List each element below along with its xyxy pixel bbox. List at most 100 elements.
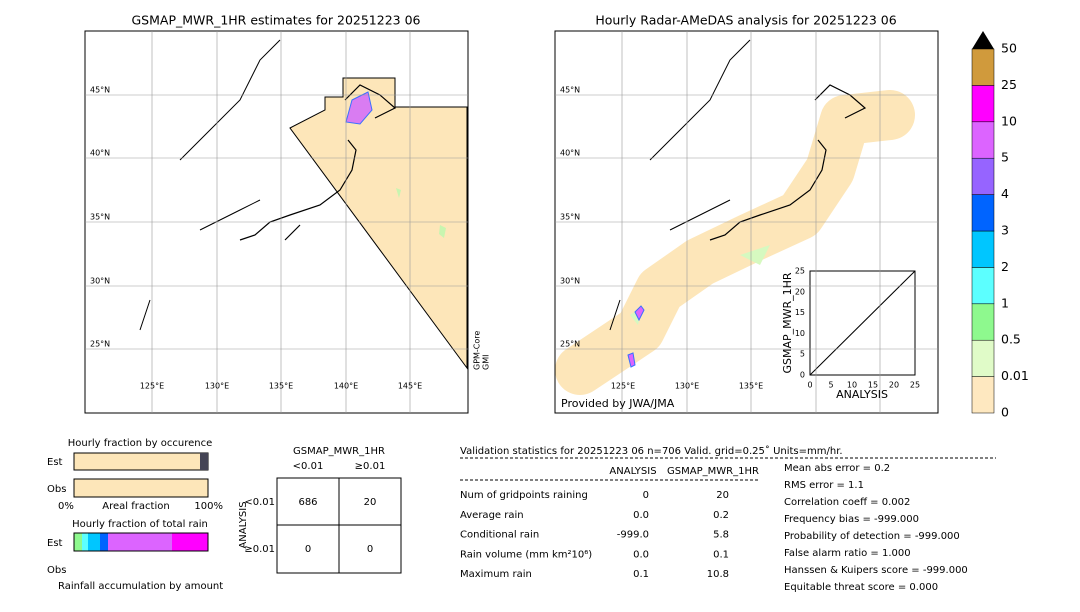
- score: Frequency bias = -999.000: [784, 514, 919, 525]
- colorbar-label: 10: [1001, 113, 1017, 128]
- fraction-bar: [88, 533, 100, 551]
- lat-label: 40°N: [90, 149, 110, 158]
- lat-label: 25°N: [90, 340, 110, 349]
- stat-value: 0.1: [633, 569, 649, 580]
- row-label: Est: [47, 538, 63, 549]
- stat-label: Maximum rain: [460, 569, 532, 580]
- colorbar-segment: [971, 48, 995, 86]
- fraction-bar: [200, 453, 208, 470]
- colorbar-label: 25: [1001, 77, 1017, 92]
- score: Equitable threat score = 0.000: [784, 582, 938, 593]
- fraction-bar: [74, 533, 82, 551]
- right-map: [554, 30, 939, 414]
- map-title: Hourly Radar-AMeDAS analysis for 2025122…: [595, 13, 896, 28]
- stat-value: 0.0: [633, 549, 649, 560]
- lon-label: 145°E: [398, 382, 422, 391]
- fraction-bar: [100, 533, 108, 551]
- lon-label: 125°E: [611, 382, 635, 391]
- colorbar-segment: [971, 85, 995, 123]
- lon-label: 135°E: [739, 382, 763, 391]
- lat-label: 30°N: [560, 277, 580, 286]
- side-label: GMI: [482, 355, 491, 370]
- axis-label: GSMAP_MWR_1HR: [781, 272, 794, 373]
- coastline: [609, 39, 751, 331]
- y-tick-label: 10: [795, 329, 805, 338]
- axis-label: ANALYSIS: [836, 388, 888, 401]
- stat-value: -999.0: [617, 530, 649, 541]
- x-tick-label: 0: [807, 381, 812, 390]
- colorbar-extend: [972, 31, 994, 49]
- score: Probability of detection = -999.000: [784, 531, 960, 542]
- stat-value: 20: [716, 490, 729, 501]
- colorbar-label: 0.5: [1001, 332, 1021, 347]
- colorbar-segment: [971, 121, 995, 159]
- score: Mean abs error = 0.2: [784, 463, 890, 474]
- x-tick-label: 5: [828, 381, 833, 390]
- column-label: ≥0.01: [355, 461, 386, 472]
- row-label: <0.01: [244, 497, 275, 508]
- stat-label: Conditional rain: [460, 530, 539, 541]
- fraction-bar: [172, 533, 208, 551]
- axis-label: 0%: [58, 501, 74, 512]
- colorbar-segment: [971, 267, 995, 305]
- score: Hanssen & Kuipers score = -999.000: [784, 565, 968, 576]
- side-label: GPM-Core: [473, 331, 482, 370]
- stat-value: 0.1: [713, 549, 729, 560]
- credit: Provided by JWA/JMA: [561, 397, 675, 410]
- lon-label: 140°E: [334, 382, 358, 391]
- stat-value: 0.2: [713, 510, 729, 521]
- rain-area: [396, 188, 446, 238]
- lat-label: 25°N: [560, 340, 580, 349]
- stat-label: Num of gridpoints raining: [460, 490, 588, 501]
- score: RMS error = 1.1: [784, 480, 864, 491]
- row-label: Obs: [47, 484, 66, 495]
- x-tick-label: 25: [910, 381, 920, 390]
- x-tick-label: 20: [889, 381, 899, 390]
- y-tick-label: 15: [795, 308, 805, 317]
- contingency-table: [276, 477, 402, 574]
- rain-area: [345, 91, 373, 125]
- cell: 0: [305, 544, 311, 555]
- colorbar-label: 3: [1001, 223, 1009, 238]
- panel-footer: Rainfall accumulation by amount: [58, 581, 223, 592]
- stat-value: 0: [643, 490, 649, 501]
- lat-label: 35°N: [560, 213, 580, 222]
- stat-value: 5.8: [713, 530, 729, 541]
- row-label: Est: [47, 457, 63, 468]
- colorbar-segment: [971, 194, 995, 232]
- cell: 686: [298, 497, 317, 508]
- lat-label: 45°N: [560, 86, 580, 95]
- table-title: GSMAP_MWR_1HR: [293, 446, 385, 457]
- y-tick-label: 20: [795, 287, 805, 296]
- fraction-bar: [108, 533, 172, 551]
- lat-label: 35°N: [90, 213, 110, 222]
- fraction-bar: [73, 452, 209, 471]
- score: Correlation coeff = 0.002: [784, 497, 910, 508]
- lat-label: 45°N: [90, 86, 110, 95]
- analysis-area: [555, 90, 915, 395]
- lat-label: 30°N: [90, 277, 110, 286]
- fraction-frame: [73, 532, 209, 552]
- x-tick-label: 10: [847, 381, 857, 390]
- row-label: Obs: [47, 565, 66, 576]
- stat-value: 10.8: [707, 569, 729, 580]
- swath: [289, 77, 468, 370]
- lat-label: 40°N: [560, 149, 580, 158]
- colorbar-segment: [971, 230, 995, 268]
- axis-label: Areal fraction: [102, 501, 169, 512]
- fraction-panel: [73, 452, 209, 552]
- colorbar-segment: [971, 376, 995, 414]
- diagonal: [809, 270, 916, 376]
- rain-area: [630, 245, 770, 325]
- stat-label: Average rain: [460, 510, 524, 521]
- row-label: ≥0.01: [244, 544, 275, 555]
- fraction-bar: [73, 478, 209, 498]
- stats-header: Validation statistics for 20251223 06 n=…: [460, 445, 843, 457]
- x-tick-label: 15: [868, 381, 878, 390]
- rain-area: [627, 305, 645, 368]
- colorbar-label: 2: [1001, 259, 1009, 274]
- colorbar-label: 5: [1001, 150, 1009, 165]
- stat-label: Rain volume (mm km²10⁶): [460, 549, 592, 560]
- colorbar-segment: [971, 303, 995, 341]
- lon-label: 125°E: [140, 382, 164, 391]
